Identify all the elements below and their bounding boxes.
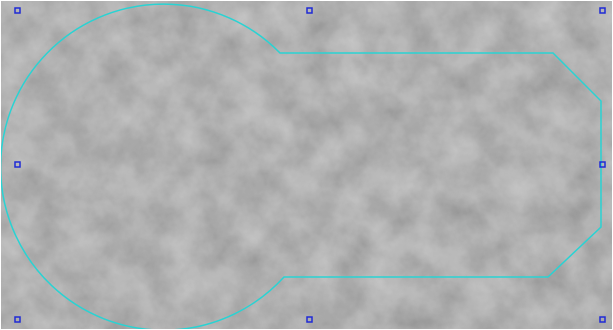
handle-bottom-left[interactable] bbox=[14, 316, 21, 323]
handle-top-left[interactable] bbox=[14, 7, 21, 14]
handle-top-right[interactable] bbox=[599, 7, 606, 14]
handle-middle-right[interactable] bbox=[599, 161, 606, 168]
handle-bottom-center[interactable] bbox=[306, 316, 313, 323]
shape-outline[interactable] bbox=[1, 3, 602, 330]
handle-middle-left[interactable] bbox=[14, 161, 21, 168]
selection-handles[interactable] bbox=[14, 7, 606, 323]
handle-bottom-right[interactable] bbox=[599, 316, 606, 323]
handle-top-center[interactable] bbox=[306, 7, 313, 14]
